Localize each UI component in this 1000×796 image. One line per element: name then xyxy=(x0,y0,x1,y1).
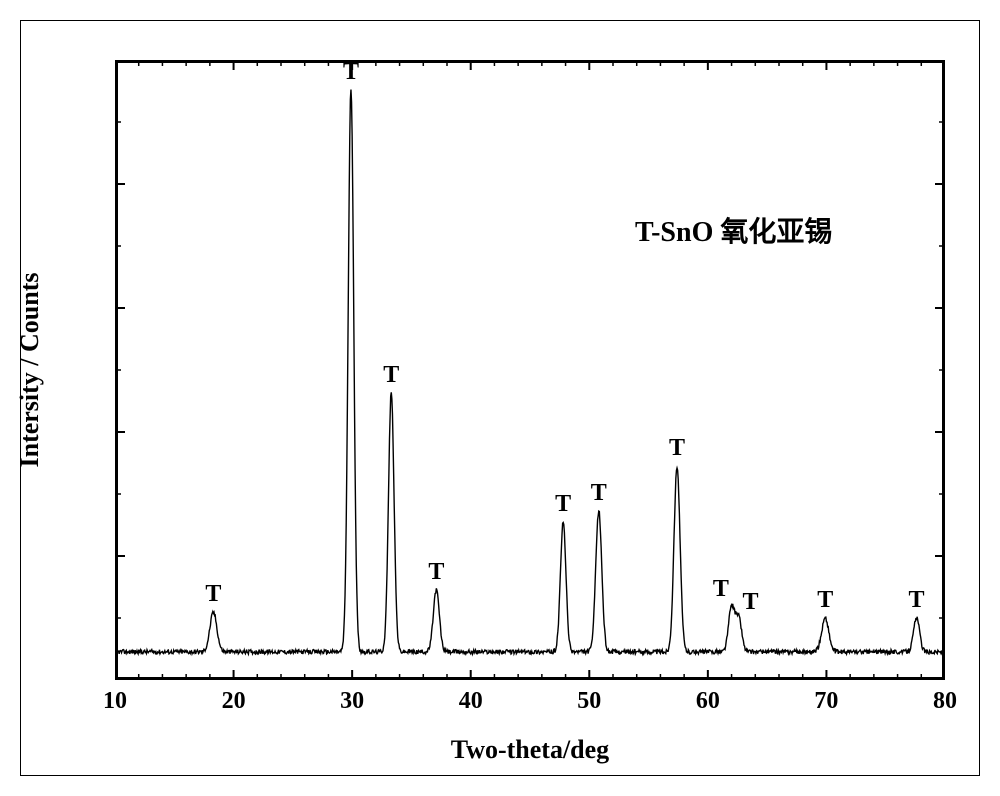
peak-label: T xyxy=(669,435,685,462)
peak-label: T xyxy=(817,587,833,614)
peak-label: T xyxy=(909,587,925,614)
peak-label: T xyxy=(205,581,221,608)
peak-label: T xyxy=(383,362,399,389)
phase-legend: T-SnO 氧化亚锡 xyxy=(635,210,832,250)
x-tick-label: 60 xyxy=(696,688,720,715)
plot-container: 1020304050607080 TTTTTTTTTTT Two-theta/d… xyxy=(115,60,945,680)
x-tick-label: 10 xyxy=(103,688,127,715)
peak-label: T xyxy=(591,480,607,507)
x-tick-label: 40 xyxy=(459,688,483,715)
x-axis-label: Two-theta/deg xyxy=(115,735,945,765)
x-tick-label: 50 xyxy=(577,688,601,715)
peak-label: T xyxy=(343,59,359,86)
x-tick-label: 70 xyxy=(814,688,838,715)
x-tick-label: 20 xyxy=(222,688,246,715)
x-tick-label: 30 xyxy=(340,688,364,715)
peak-label: T xyxy=(555,491,571,518)
peak-label: T xyxy=(743,589,759,616)
x-tick-label: 80 xyxy=(933,688,957,715)
y-axis-label: Intersity / Counts xyxy=(15,272,45,467)
peak-label: T xyxy=(428,559,444,586)
peak-label: T xyxy=(713,576,729,603)
